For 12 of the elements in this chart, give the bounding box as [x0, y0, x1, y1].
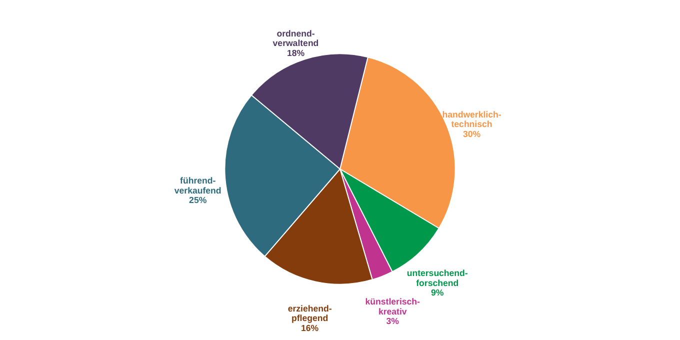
data-label: 18%	[286, 48, 305, 58]
slice-label: ordnend-verwaltend	[272, 28, 319, 48]
data-label: 25%	[189, 195, 207, 206]
slice-label: künstlerisch-kreativ	[365, 296, 420, 316]
data-label: 16%	[301, 322, 319, 333]
data-label: 3%	[386, 316, 400, 326]
data-label: 30%	[462, 128, 481, 139]
data-label: 9%	[430, 288, 444, 298]
slice-label: untersuchend-forschend	[406, 268, 468, 288]
slice-label: führend-verkaufend	[174, 176, 222, 196]
slice-label: handwerklich-technisch	[442, 109, 502, 130]
slice-label: erziehend-pflegend	[288, 303, 332, 324]
